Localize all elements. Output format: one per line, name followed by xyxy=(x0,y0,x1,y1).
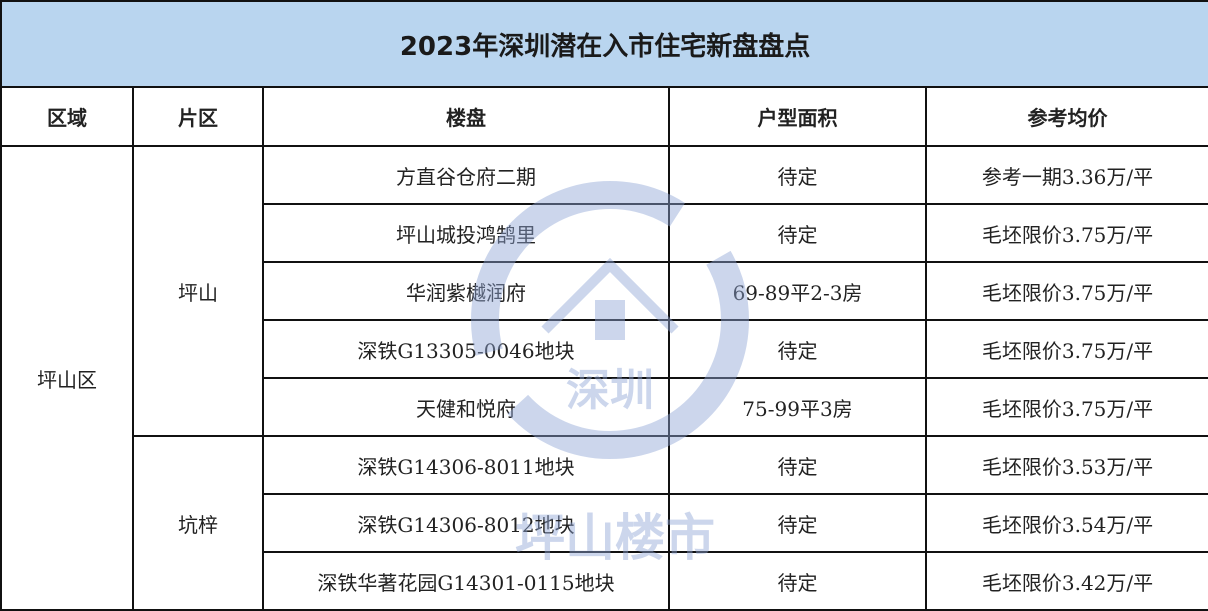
price-cell: 参考一期3.36万/平 xyxy=(924,145,1208,205)
table-row: 深铁G14306-8012地块 待定 毛坯限价3.54万/平 xyxy=(1,493,1208,553)
price-cell: 毛坯限价3.54万/平 xyxy=(924,493,1208,553)
size-cell: 69-89平2-3房 xyxy=(668,261,927,321)
table-row: 天健和悦府 75-99平3房 毛坯限价3.75万/平 xyxy=(1,377,1208,437)
header-area: 片区 xyxy=(132,86,264,147)
table-row: 坑梓 深铁G14306-8011地块 待定 毛坯限价3.53万/平 xyxy=(1,435,1208,611)
district-cell: 坪山区 xyxy=(0,145,134,611)
size-cell: 待定 xyxy=(668,493,927,553)
area-cell: 坪山 xyxy=(132,145,264,437)
project-cell: 华润紫樾润府 xyxy=(262,261,670,321)
size-cell: 待定 xyxy=(668,551,927,611)
header-district: 区域 xyxy=(0,86,134,147)
size-cell: 待定 xyxy=(668,203,927,263)
table-row: 坪山区 坪山 方直谷仓府二期 待定 参考一期3.36万/平 xyxy=(0,145,1208,611)
table-row: 深铁华著花园G14301-0115地块 待定 毛坯限价3.42万/平 xyxy=(1,551,1208,611)
table-row: 坪山城投鸿鹄里 待定 毛坯限价3.75万/平 xyxy=(1,203,1208,263)
price-cell: 毛坯限价3.42万/平 xyxy=(924,551,1208,611)
project-cell: 深铁G13305-0046地块 xyxy=(262,319,670,379)
header-size: 户型面积 xyxy=(668,86,927,147)
area-cell: 坑梓 xyxy=(132,435,264,611)
price-cell: 毛坯限价3.75万/平 xyxy=(924,261,1208,321)
project-cell: 深铁G14306-8012地块 xyxy=(262,493,670,553)
project-cell: 深铁G14306-8011地块 xyxy=(262,435,670,495)
project-cell: 方直谷仓府二期 xyxy=(262,145,670,205)
header-price: 参考均价 xyxy=(924,86,1208,147)
price-cell: 毛坯限价3.75万/平 xyxy=(924,319,1208,379)
size-cell: 待定 xyxy=(668,145,927,205)
project-cell: 深铁华著花园G14301-0115地块 xyxy=(262,551,670,611)
size-cell: 75-99平3房 xyxy=(668,377,927,437)
price-cell: 毛坯限价3.75万/平 xyxy=(924,377,1208,437)
project-cell: 天健和悦府 xyxy=(262,377,670,437)
size-cell: 待定 xyxy=(668,435,927,495)
table-row: 华润紫樾润府 69-89平2-3房 毛坯限价3.75万/平 xyxy=(1,261,1208,321)
price-cell: 毛坯限价3.53万/平 xyxy=(924,435,1208,495)
table-title: 2023年深圳潜在入市住宅新盘盘点 xyxy=(0,0,1208,88)
table-row: 深铁G13305-0046地块 待定 毛坯限价3.75万/平 xyxy=(1,319,1208,379)
price-cell: 毛坯限价3.75万/平 xyxy=(924,203,1208,263)
size-cell: 待定 xyxy=(668,319,927,379)
header-project: 楼盘 xyxy=(262,86,670,147)
project-cell: 坪山城投鸿鹄里 xyxy=(262,203,670,263)
